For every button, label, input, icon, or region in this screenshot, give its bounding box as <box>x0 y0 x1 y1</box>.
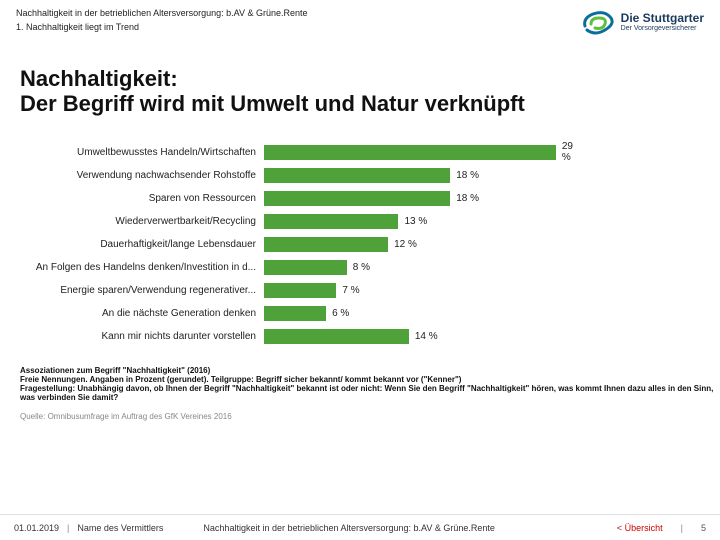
bar <box>264 214 398 229</box>
back-link[interactable]: < Übersicht <box>617 523 663 533</box>
bar-label: Sparen von Ressourcen <box>24 193 264 204</box>
chart-source: Quelle: Omnibusumfrage im Auftrag des Gf… <box>20 412 720 421</box>
chart-notes: Assoziationen zum Begriff "Nachhaltigkei… <box>20 366 720 403</box>
bar-value: 18 % <box>456 170 479 181</box>
bar <box>264 191 450 206</box>
bar-label: Wiederverwertbarkeit/Recycling <box>24 216 264 227</box>
bar <box>264 145 556 160</box>
bar-value: 18 % <box>456 193 479 204</box>
header-subtitle: 1. Nachhaltigkeit liegt im Trend <box>16 22 308 32</box>
bar-label: Verwendung nachwachsender Rohstoffe <box>24 170 264 181</box>
footer-separator: | <box>681 523 683 533</box>
brand-logo: Die Stuttgarter Der Vorsorgeversicherer <box>581 8 704 36</box>
bar-value: 8 % <box>353 262 370 273</box>
footer-author: Name des Vermittlers <box>77 523 163 533</box>
note-line: Freie Nennungen. Angaben in Prozent (ger… <box>20 375 720 384</box>
bar-value: 29 % <box>562 141 584 163</box>
bar <box>264 237 388 252</box>
bar-value: 13 % <box>404 216 427 227</box>
bar <box>264 283 336 298</box>
chart-row: Energie sparen/Verwendung regenerativer.… <box>24 279 604 302</box>
bar-value: 14 % <box>415 331 438 342</box>
chart-row: Verwendung nachwachsender Rohstoffe 18 % <box>24 164 604 187</box>
page-number: 5 <box>701 523 706 533</box>
chart-row: Dauerhaftigkeit/lange Lebensdauer 12 % <box>24 233 604 256</box>
bar <box>264 168 450 183</box>
slide-footer: 01.01.2019 | Name des Vermittlers Nachha… <box>0 514 720 540</box>
note-line: Assoziationen zum Begriff "Nachhaltigkei… <box>20 366 720 375</box>
bar-value: 7 % <box>342 285 359 296</box>
logo-brand-text: Die Stuttgarter <box>621 11 704 25</box>
bar-value: 6 % <box>332 308 349 319</box>
chart-row: Umweltbewusstes Handeln/Wirtschaften 29 % <box>24 141 604 164</box>
chart-row: An die nächste Generation denken 6 % <box>24 302 604 325</box>
logo-swirl-icon <box>581 8 615 36</box>
bar <box>264 329 409 344</box>
bar-label: An Folgen des Handelns denken/Investitio… <box>24 262 264 273</box>
slide-title: Nachhaltigkeit:Der Begriff wird mit Umwe… <box>20 66 720 117</box>
note-line: Fragestellung: Unabhängig davon, ob Ihne… <box>20 384 720 402</box>
chart-row: An Folgen des Handelns denken/Investitio… <box>24 256 604 279</box>
chart-row: Kann mir nichts darunter vorstellen 14 % <box>24 325 604 348</box>
bar-label: Umweltbewusstes Handeln/Wirtschaften <box>24 147 264 158</box>
logo-tagline: Der Vorsorgeversicherer <box>621 25 704 32</box>
footer-mid: Nachhaltigkeit in der betrieblichen Alte… <box>203 523 495 533</box>
footer-date: 01.01.2019 <box>14 523 59 533</box>
chart-row: Wiederverwertbarkeit/Recycling 13 % <box>24 210 604 233</box>
bar-chart: Umweltbewusstes Handeln/Wirtschaften 29 %… <box>24 141 604 348</box>
bar-value: 12 % <box>394 239 417 250</box>
bar-label: An die nächste Generation denken <box>24 308 264 319</box>
bar-label: Energie sparen/Verwendung regenerativer.… <box>24 285 264 296</box>
bar-label: Dauerhaftigkeit/lange Lebensdauer <box>24 239 264 250</box>
bar-label: Kann mir nichts darunter vorstellen <box>24 331 264 342</box>
bar <box>264 260 347 275</box>
footer-separator: | <box>67 523 69 533</box>
header-title: Nachhaltigkeit in der betrieblichen Alte… <box>16 8 308 18</box>
chart-row: Sparen von Ressourcen 18 % <box>24 187 604 210</box>
bar <box>264 306 326 321</box>
